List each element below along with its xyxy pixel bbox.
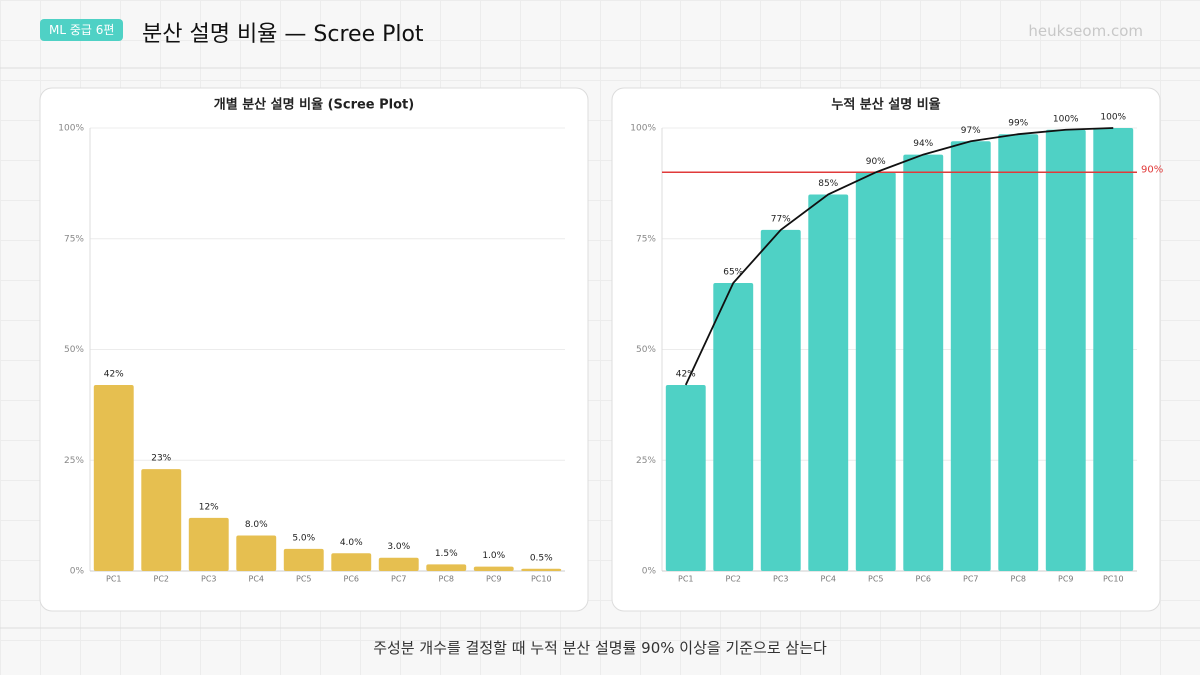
y-tick-label: 100% [58,124,84,134]
x-tick-label: PC10 [531,575,552,584]
value-label: 100% [1053,114,1079,124]
brand: heukseom.com [1028,22,1143,40]
x-tick-label: PC3 [201,575,217,584]
x-tick-label: PC4 [249,575,265,584]
x-tick-label: PC7 [391,575,407,584]
y-tick-label: 100% [630,124,656,134]
x-tick-label: PC1 [678,575,694,584]
value-label: 8.0% [245,520,268,530]
y-tick-label: 25% [64,456,84,466]
value-label: 12% [199,502,219,512]
value-label: 94% [913,139,933,149]
x-tick-label: PC7 [963,575,979,584]
value-label: 23% [151,454,171,464]
value-label: 90% [866,157,886,167]
value-label: 99% [1008,119,1028,129]
bar [855,172,896,572]
x-tick-label: PC2 [154,575,170,584]
value-label: 77% [771,214,791,224]
cumulative-line [684,127,1114,386]
chart-title: 개별 분산 설명 비율 (Scree Plot) [214,97,414,113]
page-title: 분산 설명 비율 — Scree Plot [142,22,424,47]
bar [378,557,419,571]
x-tick-label: PC9 [486,575,502,584]
x-tick-label: PC2 [726,575,742,584]
y-tick-label: 0% [642,567,657,577]
x-tick-label: PC6 [344,575,360,584]
x-tick-label: PC4 [821,575,837,584]
bar [760,229,801,571]
y-tick-label: 25% [636,456,656,466]
bar [283,548,324,571]
value-label: 5.0% [292,533,315,543]
threshold-label: 90% [1141,164,1163,175]
bar [950,141,991,572]
bar [1045,129,1086,571]
value-label: 3.0% [387,542,410,552]
bar [903,154,944,571]
value-label: 1.5% [435,549,458,559]
y-tick-label: 50% [64,345,84,355]
y-tick-label: 0% [70,567,85,577]
bar [998,134,1039,571]
bar [188,517,229,571]
x-tick-label: PC3 [773,575,789,584]
x-tick-label: PC1 [106,575,122,584]
bar [1093,128,1134,571]
bar [521,568,562,571]
value-label: 1.0% [482,551,505,561]
value-label: 0.5% [530,553,553,563]
bar [331,553,372,571]
x-tick-label: PC5 [296,575,312,584]
x-tick-label: PC10 [1103,575,1124,584]
value-label: 85% [818,179,838,189]
x-tick-label: PC8 [439,575,455,584]
y-tick-label: 75% [64,234,84,244]
x-tick-label: PC9 [1058,575,1074,584]
badge: ML 중급 6편 [40,19,124,41]
y-tick-label: 50% [636,345,656,355]
bar [93,384,134,571]
caption: 주성분 개수를 결정할 때 누적 분산 설명률 90% 이상을 기준으로 삼는다 [373,639,827,657]
bar [236,535,277,571]
bar [473,566,514,571]
bar [426,564,467,571]
value-label: 97% [961,126,981,136]
value-label: 4.0% [340,538,363,548]
x-tick-label: PC5 [868,575,884,584]
value-label: 100% [1100,113,1126,123]
bar [808,194,849,571]
value-label: 65% [723,268,743,278]
y-tick-label: 75% [636,234,656,244]
bar [141,469,182,571]
bar [713,283,754,571]
chart-title: 누적 분산 설명 비율 [831,97,940,113]
x-tick-label: PC6 [916,575,932,584]
value-label: 42% [676,369,696,379]
x-tick-label: PC8 [1011,575,1027,584]
value-label: 42% [104,369,124,379]
bar [665,384,706,571]
